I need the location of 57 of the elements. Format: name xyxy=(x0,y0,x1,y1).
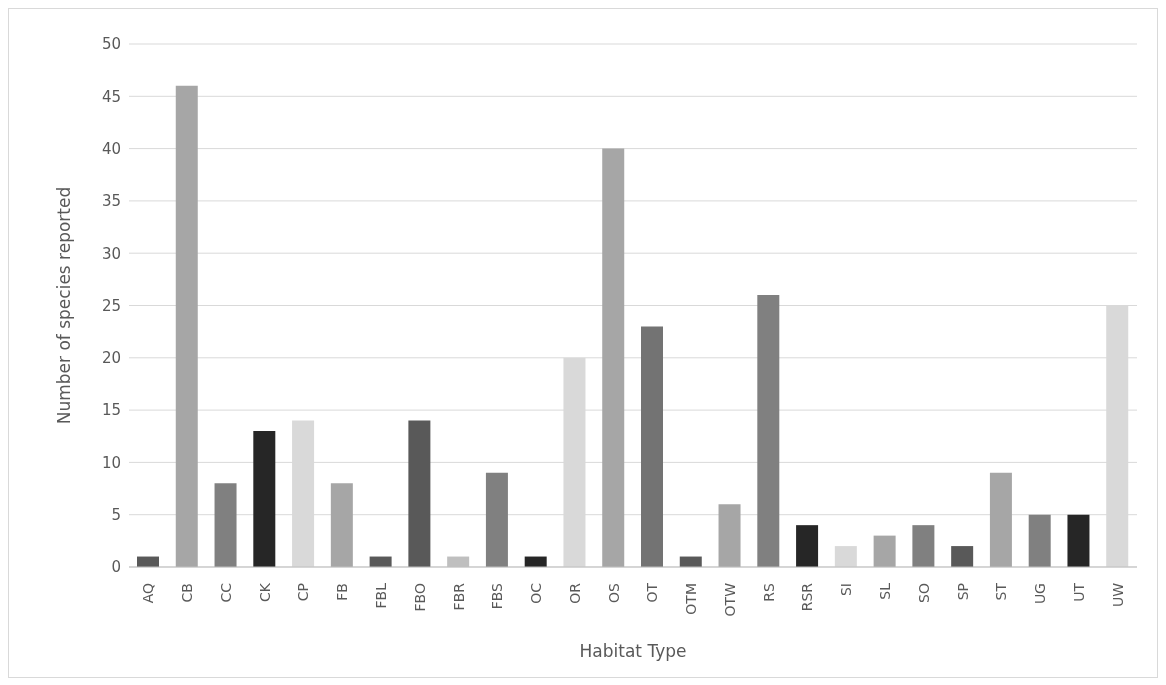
x-tick-label: OR xyxy=(566,582,583,604)
bar xyxy=(1067,514,1090,567)
bar xyxy=(951,546,974,567)
bar xyxy=(330,483,353,567)
y-tick-label: 50 xyxy=(101,35,121,54)
x-axis-title: Habitat Type xyxy=(579,641,687,661)
y-tick-label: 25 xyxy=(101,296,121,315)
bar xyxy=(214,483,237,567)
bar xyxy=(912,525,935,567)
x-tick-label: FBR xyxy=(450,582,467,611)
bar xyxy=(485,472,508,567)
bar xyxy=(253,431,276,567)
y-tick-label: 15 xyxy=(101,401,121,420)
x-tick-label: OTM xyxy=(683,583,700,615)
y-tick-label: 0 xyxy=(111,558,121,577)
bar xyxy=(873,535,896,567)
x-tick-label: OT xyxy=(644,582,661,603)
x-tick-label: FBO xyxy=(411,583,428,612)
y-tick-label: 20 xyxy=(101,349,121,368)
y-axis-title: Number of species reported xyxy=(54,186,75,425)
x-tick-label: FBL xyxy=(373,582,389,609)
y-tick-label: 35 xyxy=(101,192,121,211)
x-tick-label: CC xyxy=(217,582,234,603)
x-tick-label: UG xyxy=(1032,583,1049,605)
bar xyxy=(175,85,198,567)
x-tick-label: UT xyxy=(1070,582,1087,602)
bar xyxy=(602,148,625,567)
bar xyxy=(718,504,741,567)
x-tick-label: ST xyxy=(993,582,1010,601)
y-tick-label: 40 xyxy=(101,139,121,158)
x-tick-label: FB xyxy=(334,583,351,601)
bar xyxy=(1028,514,1051,567)
x-tick-label: SO xyxy=(915,583,932,603)
y-tick-label: 5 xyxy=(111,506,121,525)
x-tick-label: SL xyxy=(877,582,893,600)
y-tick-label: 30 xyxy=(101,244,121,263)
x-tick-label: RS xyxy=(760,582,777,602)
bar xyxy=(757,295,780,567)
x-tick-label: RSR xyxy=(799,582,816,612)
x-tick-label: AQ xyxy=(140,583,157,604)
x-tick-label: OTW xyxy=(721,582,738,617)
x-tick-label: CP xyxy=(295,583,312,602)
y-tick-label: 45 xyxy=(101,87,121,106)
x-tick-label: UW xyxy=(1109,582,1126,608)
x-tick-label: OC xyxy=(528,582,545,604)
x-tick-label: SP xyxy=(954,583,971,601)
x-tick-label: OS xyxy=(605,582,622,603)
x-tick-label: FBS xyxy=(489,582,506,610)
bar xyxy=(408,420,431,567)
bar xyxy=(989,472,1012,567)
bar xyxy=(796,525,819,567)
x-tick-label: CB xyxy=(179,583,196,603)
bar xyxy=(641,326,663,567)
x-tick-label: CK xyxy=(256,582,273,602)
x-tick-label: SI xyxy=(838,583,855,597)
y-tick-label: 10 xyxy=(101,453,121,472)
bar xyxy=(834,546,857,567)
